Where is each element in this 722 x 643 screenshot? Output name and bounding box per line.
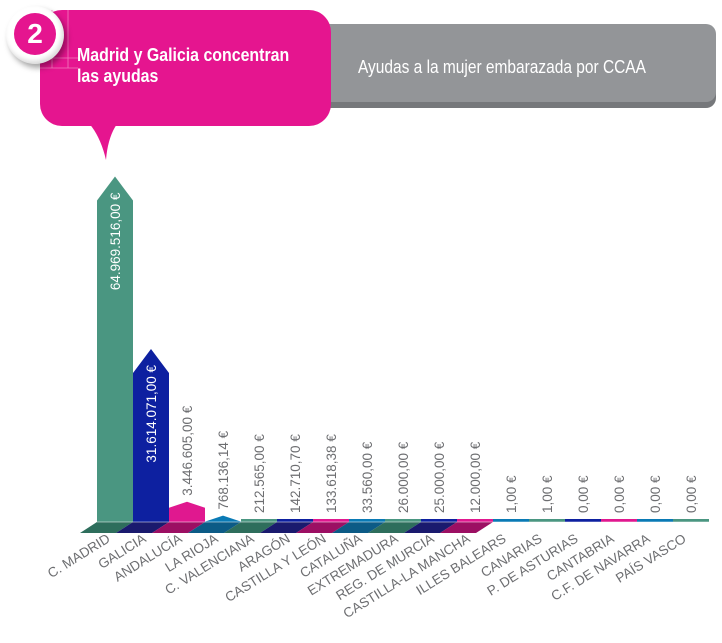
bar (97, 176, 133, 523)
value-label: 25.000,00 € (432, 441, 447, 513)
bar (385, 519, 421, 522)
title-line-1: Madrid y Galicia concentran (77, 44, 290, 65)
base-strip-group (80, 521, 709, 533)
bar (493, 519, 529, 522)
value-labels-group: 64.969.516,00 € 31.614.071,00 € 3.446.605,… (108, 192, 699, 513)
value-label: 33.560,00 € (360, 441, 375, 513)
bar-base (368, 522, 421, 533)
value-label: 1,00 € (540, 475, 555, 513)
bar (133, 348, 169, 522)
callout-pointer (86, 120, 120, 160)
title-callout (40, 10, 331, 126)
chart-subtitle: Ayudas a la mujer embarazada por CCAA (358, 57, 646, 77)
bar-base (224, 522, 277, 533)
value-label: 12.000,00 € (468, 441, 483, 513)
bar-base (260, 522, 313, 533)
value-label: 1,00 € (504, 475, 519, 513)
bar-base (116, 522, 169, 533)
subtitle-banner (300, 24, 716, 102)
bars-group (97, 176, 709, 523)
value-label: 142.710,70 € (288, 434, 303, 513)
number-badge: 2 (6, 6, 64, 64)
bar (169, 501, 205, 522)
bar (565, 519, 601, 522)
bar-base (332, 522, 385, 533)
bar (637, 519, 673, 522)
bar-base (440, 522, 493, 533)
value-label: 0,00 € (612, 475, 627, 513)
bar (241, 519, 277, 522)
value-label: 0,00 € (684, 475, 699, 513)
chart-title: Madrid y Galicia concentran las ayudas (77, 44, 289, 86)
bar-base (80, 522, 133, 533)
bar-base (296, 522, 349, 533)
bar (601, 519, 637, 522)
bar (349, 519, 385, 522)
value-label: 0,00 € (576, 475, 591, 513)
value-label: 26.000,00 € (396, 441, 411, 513)
bar (421, 519, 457, 522)
badge-number: 2 (14, 13, 56, 55)
value-label: 31.614.071,00 € (144, 364, 159, 462)
bar (529, 519, 565, 522)
bar-base (188, 522, 241, 533)
value-label: 212.565,00 € (252, 434, 267, 513)
value-label: 133.618,38 € (324, 434, 339, 513)
value-label: 3.446.605,00 € (180, 405, 195, 496)
value-label: 0,00 € (648, 475, 663, 513)
bar (457, 519, 493, 522)
value-label: 64.969.516,00 € (108, 192, 123, 290)
bar (205, 515, 241, 522)
bar-base (404, 522, 457, 533)
title-line-2: las ayudas (77, 65, 159, 86)
bar-base (152, 522, 205, 533)
bar (313, 519, 349, 522)
value-label: 768.136,14 € (216, 430, 231, 509)
bar (277, 519, 313, 522)
bar (673, 519, 709, 522)
